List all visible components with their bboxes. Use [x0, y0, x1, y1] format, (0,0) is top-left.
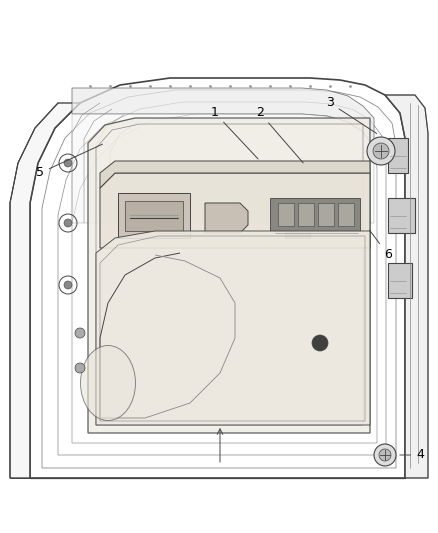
PathPatch shape — [96, 231, 370, 425]
Circle shape — [64, 159, 72, 167]
PathPatch shape — [338, 203, 354, 226]
PathPatch shape — [388, 138, 408, 173]
Circle shape — [374, 444, 396, 466]
PathPatch shape — [100, 173, 370, 248]
PathPatch shape — [88, 118, 370, 433]
Circle shape — [379, 449, 391, 461]
PathPatch shape — [72, 114, 374, 223]
PathPatch shape — [205, 203, 248, 233]
Circle shape — [373, 143, 389, 159]
PathPatch shape — [278, 203, 294, 226]
PathPatch shape — [388, 263, 412, 298]
Circle shape — [75, 328, 85, 338]
Text: 3: 3 — [326, 96, 377, 133]
PathPatch shape — [298, 203, 314, 226]
Circle shape — [64, 281, 72, 289]
Circle shape — [75, 363, 85, 373]
Circle shape — [64, 219, 72, 227]
Circle shape — [312, 335, 328, 351]
PathPatch shape — [285, 231, 310, 238]
Text: 4: 4 — [400, 448, 424, 462]
Text: 6: 6 — [370, 230, 392, 262]
PathPatch shape — [118, 193, 190, 238]
PathPatch shape — [318, 203, 334, 226]
Ellipse shape — [81, 345, 135, 421]
Circle shape — [367, 137, 395, 165]
PathPatch shape — [270, 198, 360, 231]
PathPatch shape — [385, 95, 428, 478]
Text: 1: 1 — [211, 107, 258, 159]
PathPatch shape — [10, 103, 80, 478]
PathPatch shape — [125, 201, 183, 231]
Text: 2: 2 — [256, 107, 303, 163]
PathPatch shape — [72, 88, 374, 148]
Text: 5: 5 — [36, 144, 102, 180]
PathPatch shape — [100, 161, 370, 188]
PathPatch shape — [388, 198, 415, 233]
